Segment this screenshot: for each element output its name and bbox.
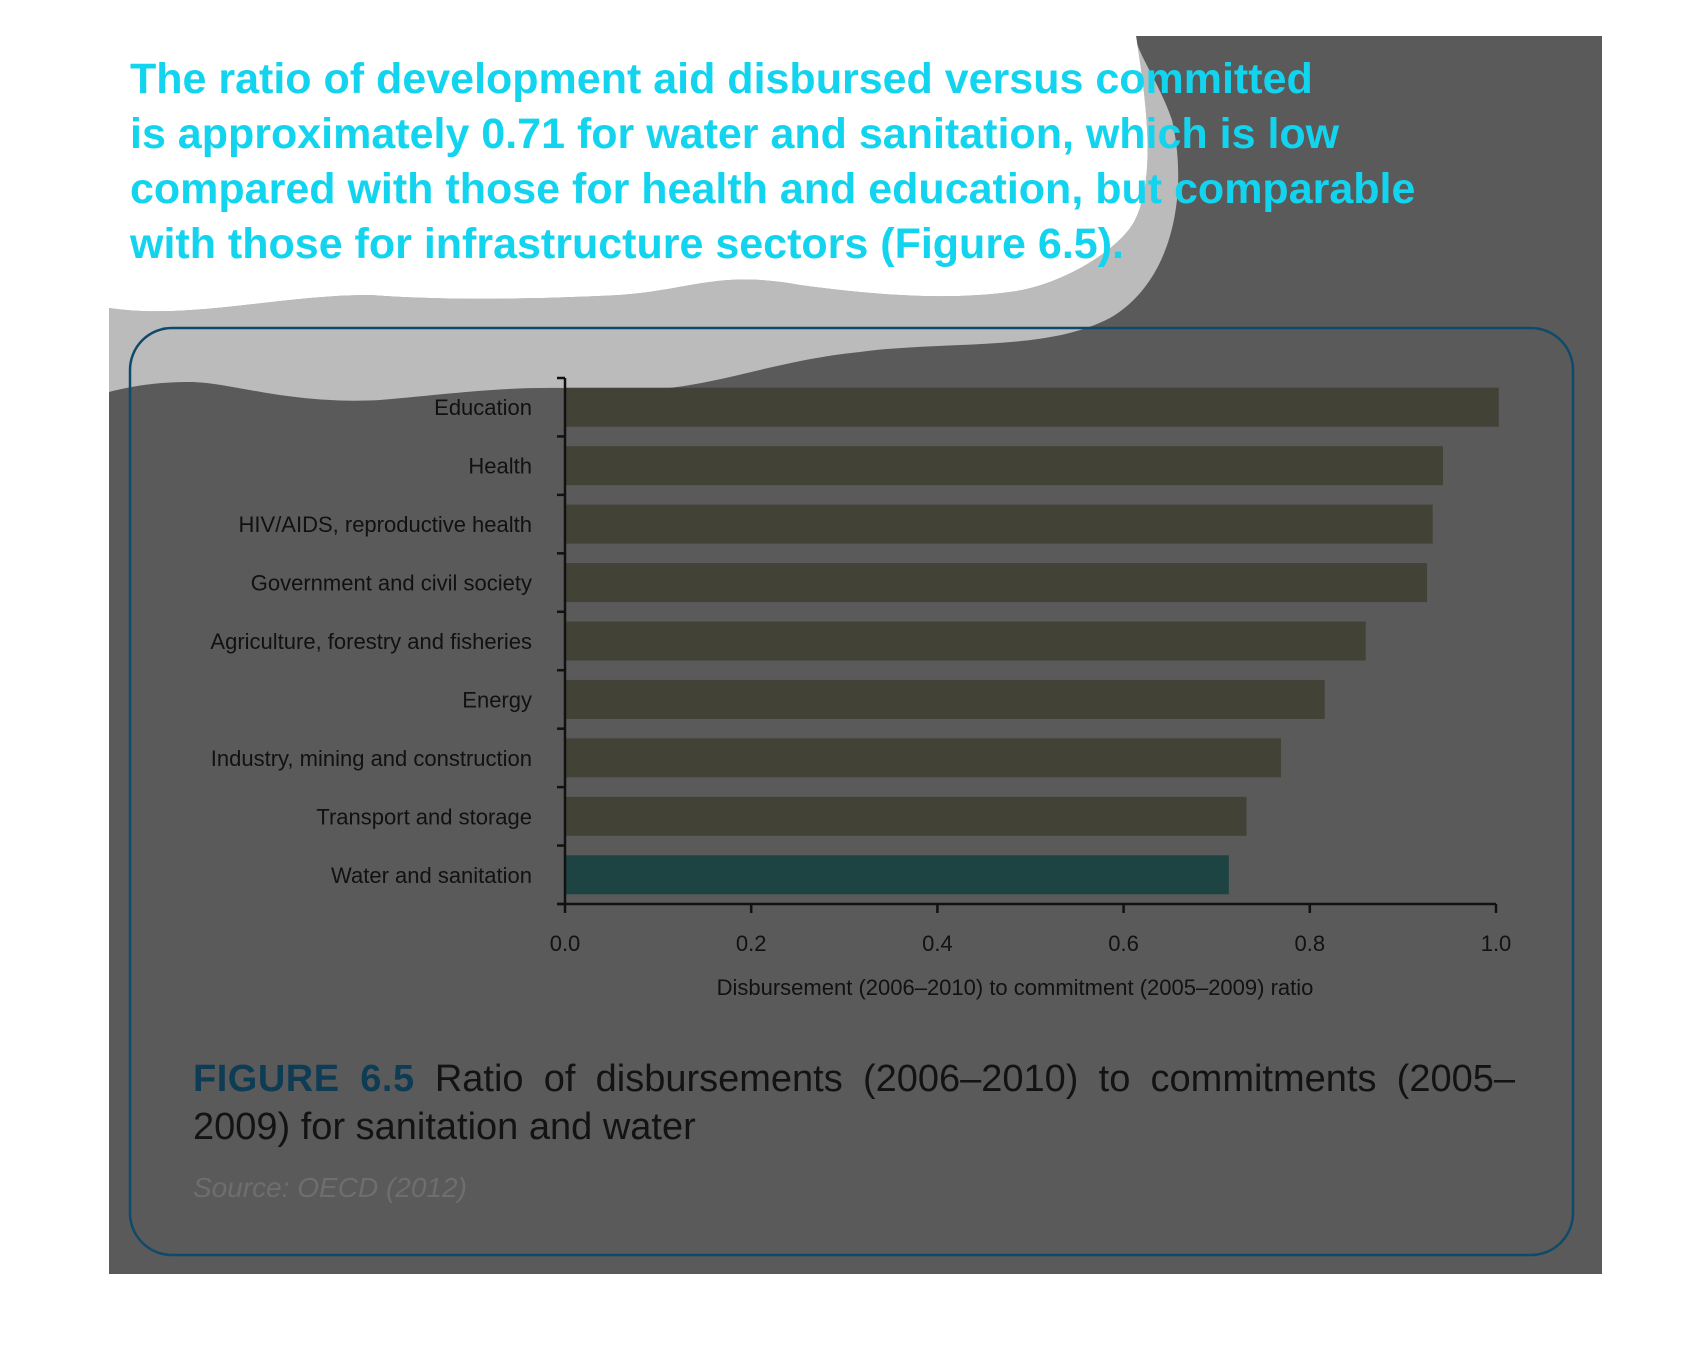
- category-label: Agriculture, forestry and fisheries: [210, 629, 532, 654]
- headline-line: with those for infrastructure sectors (F…: [130, 220, 1124, 268]
- category-label: Water and sanitation: [331, 863, 532, 888]
- figure-caption-text: Ratio of disbursements (2006–2010) to co…: [193, 1058, 1515, 1148]
- bar: [565, 504, 1433, 544]
- x-tick-label: 1.0: [1481, 931, 1512, 956]
- category-label: Industry, mining and construction: [211, 746, 532, 771]
- bar: [565, 563, 1428, 603]
- category-label: Education: [434, 395, 532, 420]
- x-tick-label: 0.0: [550, 931, 581, 956]
- category-label: Energy: [462, 687, 532, 712]
- x-tick-label: 0.6: [1108, 931, 1139, 956]
- bar: [565, 387, 1499, 427]
- headline-line: is approximately 0.71 for water and sani…: [130, 110, 1340, 158]
- category-label: HIV/AIDS, reproductive health: [239, 512, 532, 537]
- headline-line: The ratio of development aid disbursed v…: [130, 55, 1313, 103]
- curl-shadow: [109, 36, 1179, 401]
- figure-frame: [128, 326, 1575, 1257]
- figure-label: FIGURE 6.5: [193, 1058, 415, 1100]
- category-label: Transport and storage: [316, 804, 532, 829]
- x-tick-label: 0.2: [736, 931, 767, 956]
- bar: [565, 738, 1281, 778]
- x-axis-label: Disbursement (2006–2010) to commitment (…: [717, 975, 1314, 1000]
- x-tick-label: 0.4: [922, 931, 953, 956]
- headline-text: The ratio of development aid disbursed v…: [130, 52, 1415, 272]
- category-label: Health: [468, 454, 532, 479]
- bar: [565, 446, 1443, 486]
- bar-highlight: [565, 855, 1229, 895]
- bar: [565, 679, 1325, 719]
- bar: [565, 621, 1366, 661]
- x-tick-label: 0.8: [1295, 931, 1326, 956]
- figure-source: Source: OECD (2012): [193, 1172, 467, 1203]
- figure-caption: FIGURE 6.5 Ratio of disbursements (2006–…: [193, 1055, 1515, 1151]
- bar: [565, 796, 1247, 836]
- headline-line: compared with those for health and educa…: [130, 165, 1416, 213]
- page-curl: [0, 0, 1148, 312]
- category-label: Government and civil society: [251, 571, 532, 596]
